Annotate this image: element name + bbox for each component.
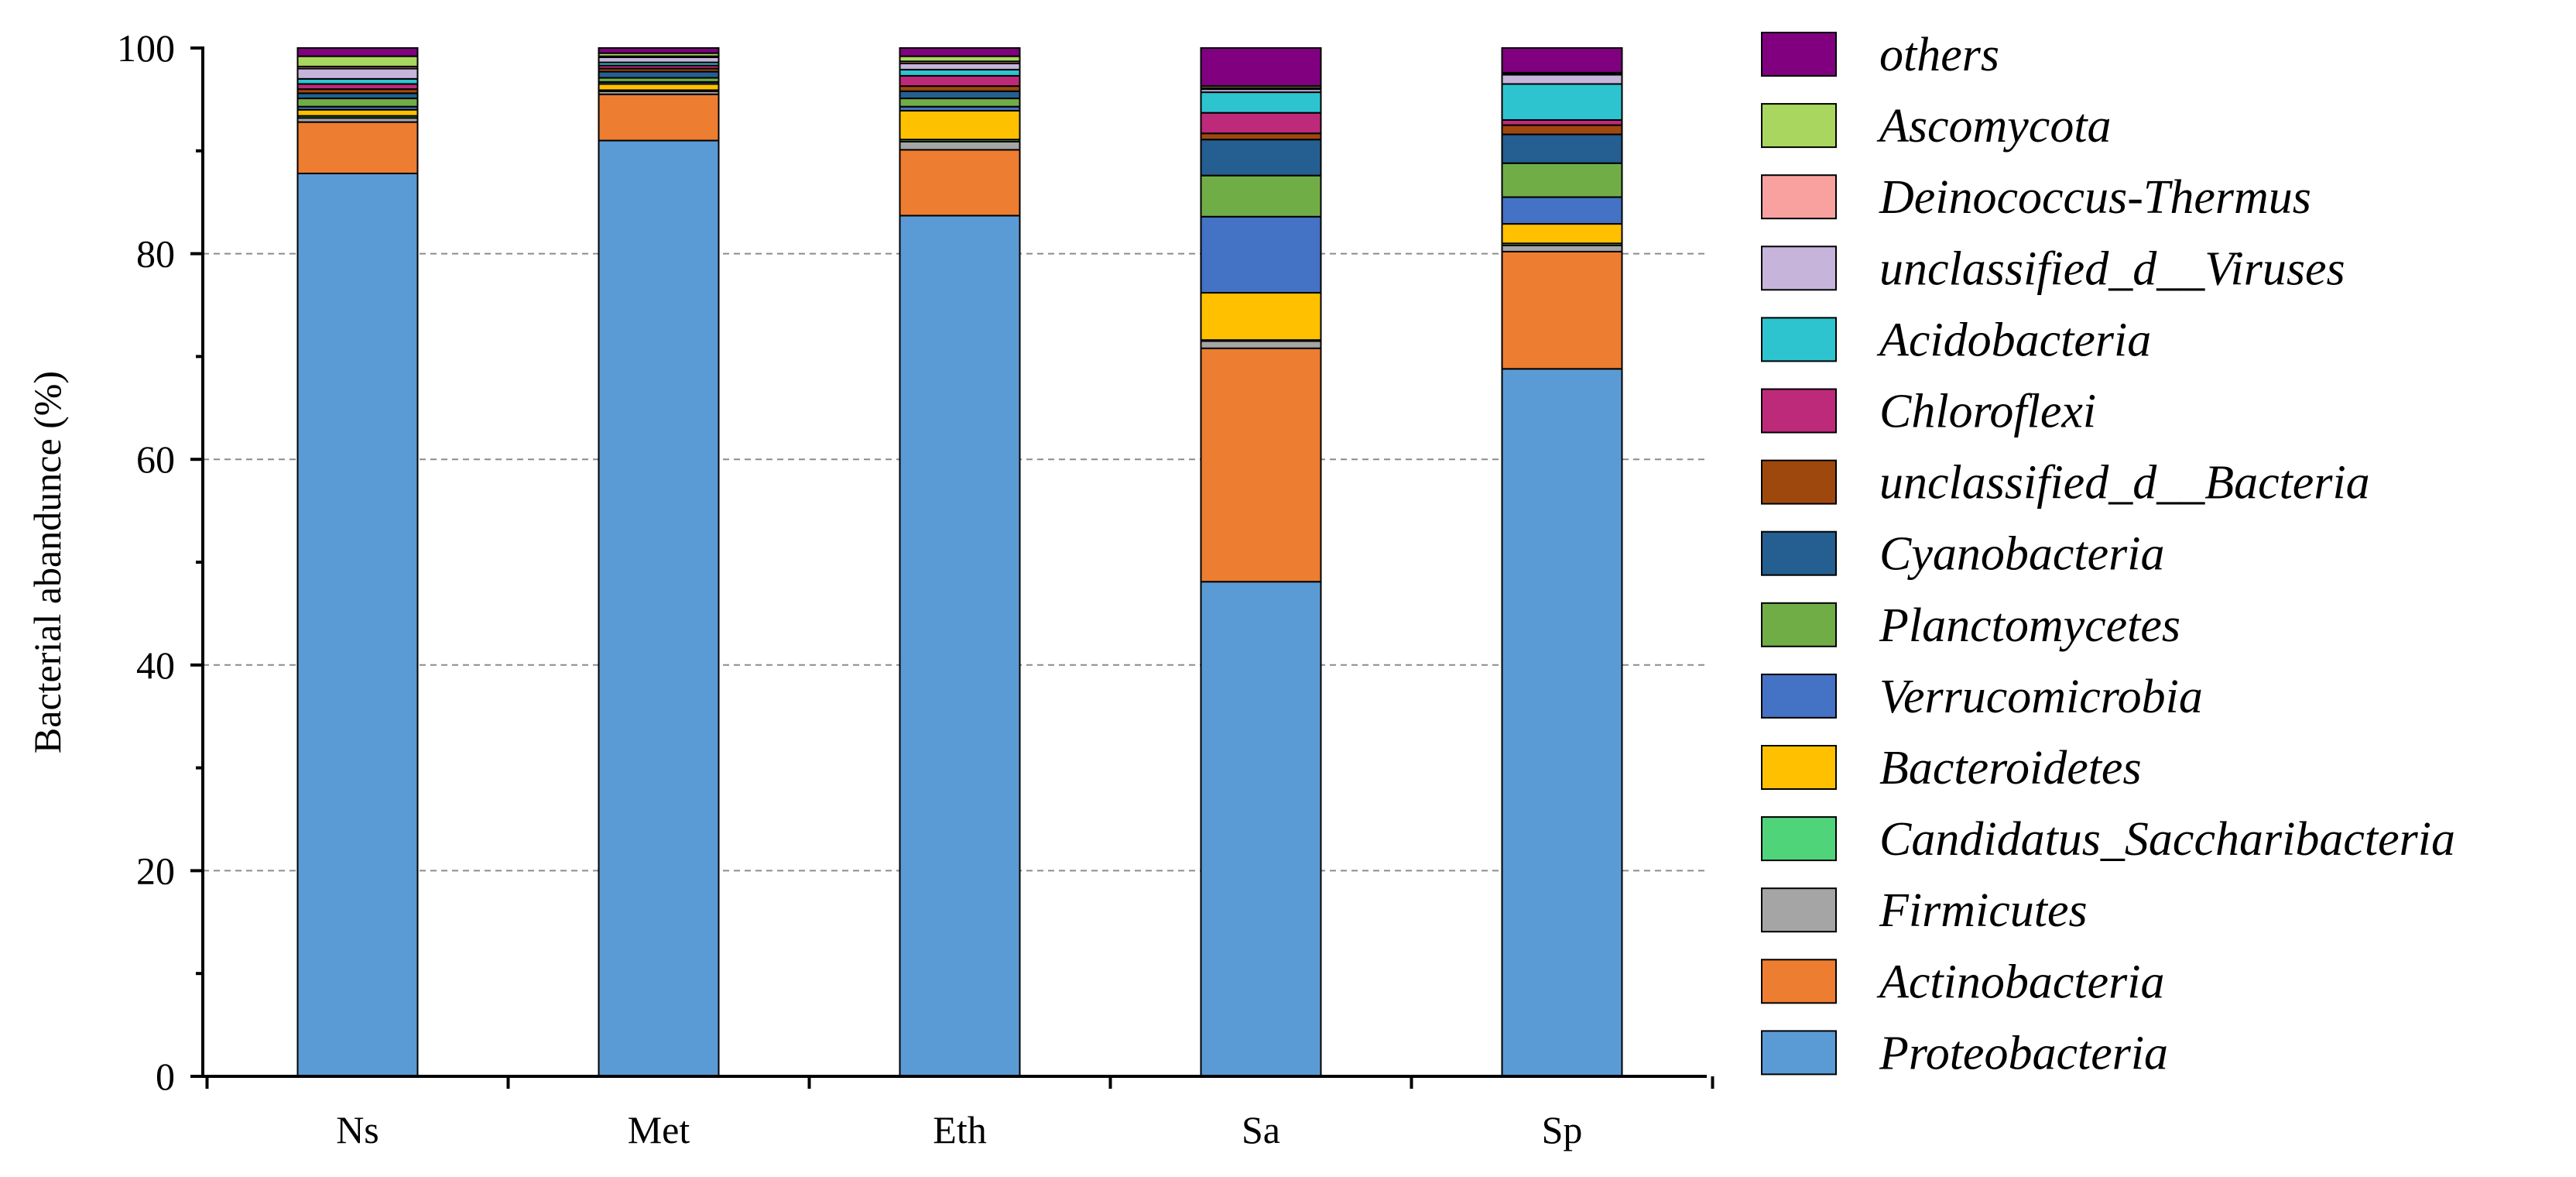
bar-sa-actinobacteria — [1200, 347, 1322, 583]
bar-sp-unclassified-d-bacteria — [1501, 124, 1623, 136]
legend-label-actinobacteria: Actinobacteria — [1876, 956, 2164, 1008]
bar-sa-verrucomicrobia — [1200, 215, 1322, 294]
legend: others Ascomycota Deinococcus-Thermus uncla… — [1761, 29, 2455, 1079]
bar-sp-cyanobacteria — [1501, 133, 1623, 164]
legend-label-firmicutes: Firmicutes — [1879, 884, 2088, 937]
bar-met-cyanobacteria — [598, 70, 720, 79]
bar-sa-others — [1200, 47, 1322, 88]
legend-label-candidatus-saccharibacteria: Candidatus_Saccharibacteria — [1879, 813, 2455, 866]
y-tick-label-20: 20 — [136, 849, 175, 892]
bar-eth-firmicutes — [899, 140, 1021, 151]
bar-eth-actinobacteria — [899, 149, 1021, 217]
y-tick-label-100: 100 — [117, 26, 175, 70]
bar-eth-cyanobacteria — [899, 90, 1021, 100]
legend-swatch-actinobacteria — [1761, 959, 1837, 1004]
x-tick-label-eth: Eth — [933, 1108, 986, 1151]
bar-sp-verrucomicrobia — [1501, 196, 1623, 225]
bar-sp-bacteroidetes — [1501, 223, 1623, 245]
bar-sp-firmicutes — [1501, 244, 1623, 252]
bar-sa-proteobacteria — [1200, 581, 1322, 1077]
legend-swatch-cyanobacteria — [1761, 530, 1837, 576]
bar-sp-actinobacteria — [1501, 250, 1623, 370]
bar-eth-planctomycetes — [899, 98, 1021, 108]
y-tick-label-80: 80 — [136, 232, 175, 276]
bar-ns-unclassified-d-viruses — [296, 67, 419, 80]
y-tick-label-0: 0 — [156, 1055, 175, 1098]
bar-met-actinobacteria — [598, 93, 720, 142]
bar-ns-proteobacteria — [296, 173, 419, 1078]
bar-sp-acidobacteria — [1501, 83, 1623, 121]
bar-eth-chloroflexi — [899, 74, 1021, 88]
legend-label-cyanobacteria: Cyanobacteria — [1879, 528, 2165, 581]
legend-label-verrucomicrobia: Verrucomicrobia — [1879, 671, 2203, 723]
bar-sp-unclassified-d-viruses — [1501, 74, 1623, 85]
bar-eth-bacteroidetes — [899, 110, 1021, 141]
legend-label-others: others — [1879, 29, 1999, 81]
x-tick-label-sa: Sa — [1242, 1108, 1280, 1151]
legend-swatch-planctomycetes — [1761, 602, 1837, 647]
legend-label-acidobacteria: Acidobacteria — [1876, 314, 2151, 366]
legend-swatch-others — [1761, 32, 1837, 77]
legend-label-unclassified-d-bacteria: unclassified_d__Bacteria — [1879, 457, 2370, 510]
bar-ns-ascomycota — [296, 55, 419, 67]
bar-met-bacteroidetes — [598, 83, 720, 91]
x-tick-label-met: Met — [628, 1108, 690, 1151]
legend-swatch-chloroflexi — [1761, 388, 1837, 434]
legend-swatch-deinococcus-thermus — [1761, 174, 1837, 220]
legend-swatch-acidobacteria — [1761, 317, 1837, 362]
y-tick-label-60: 60 — [136, 438, 175, 481]
legend-swatch-bacteroidetes — [1761, 745, 1837, 790]
legend-swatch-verrucomicrobia — [1761, 673, 1837, 719]
legend-label-ascomycota: Ascomycota — [1876, 100, 2112, 153]
legend-swatch-unclassified-d-viruses — [1761, 245, 1837, 291]
bar-sp-proteobacteria — [1501, 368, 1623, 1077]
bar-met-proteobacteria — [598, 139, 720, 1077]
bar-sp-planctomycetes — [1501, 162, 1623, 198]
legend-label-proteobacteria: Proteobacteria — [1879, 1027, 2168, 1079]
legend-swatch-unclassified-d-bacteria — [1761, 459, 1837, 505]
y-tick-label-40: 40 — [136, 643, 175, 687]
bar-eth-others — [899, 47, 1021, 57]
legend-label-planctomycetes: Planctomycetes — [1879, 599, 2180, 652]
legend-label-chloroflexi: Chloroflexi — [1879, 386, 2096, 438]
bar-sa-planctomycetes — [1200, 174, 1322, 218]
x-ticks: Ns Met Eth Sa Sp — [205, 1076, 1714, 1151]
y-axis-title: Bacterial abandunce (%) — [26, 371, 69, 753]
bar-sp-others — [1501, 47, 1623, 74]
legend-label-deinococcus-thermus: Deinococcus-Thermus — [1879, 171, 2311, 224]
bar-sa-unclassified-d-bacteria — [1200, 132, 1322, 141]
bar-ns-bacteroidetes — [296, 108, 419, 117]
legend-label-unclassified-d-viruses: unclassified_d__Viruses — [1879, 242, 2345, 295]
bar-ns-actinobacteria — [296, 121, 419, 175]
x-tick-label-sp: Sp — [1542, 1108, 1583, 1151]
bar-sa-cyanobacteria — [1200, 139, 1322, 177]
y-ticks: 0 20 40 60 80 100 — [117, 26, 203, 1098]
bar-met-others — [598, 47, 720, 54]
bar-ns-planctomycetes — [296, 98, 419, 108]
bar-eth-acidobacteria — [899, 68, 1021, 77]
bar-eth-unclassified-d-viruses — [899, 62, 1021, 70]
bar-sa-firmicutes — [1200, 340, 1322, 349]
bar-sa-acidobacteria — [1200, 91, 1322, 114]
bars — [296, 47, 1623, 1078]
bar-sa-chloroflexi — [1200, 112, 1322, 135]
legend-swatch-proteobacteria — [1761, 1030, 1837, 1076]
bar-sa-bacteroidetes — [1200, 292, 1322, 341]
bar-ns-others — [296, 47, 419, 57]
legend-swatch-firmicutes — [1761, 887, 1837, 933]
legend-swatch-ascomycota — [1761, 103, 1837, 149]
x-tick-label-ns: Ns — [336, 1108, 379, 1151]
bar-eth-proteobacteria — [899, 214, 1021, 1077]
legend-label-bacteroidetes: Bacteroidetes — [1879, 742, 2142, 794]
legend-swatch-candidatus-saccharibacteria — [1761, 816, 1837, 862]
